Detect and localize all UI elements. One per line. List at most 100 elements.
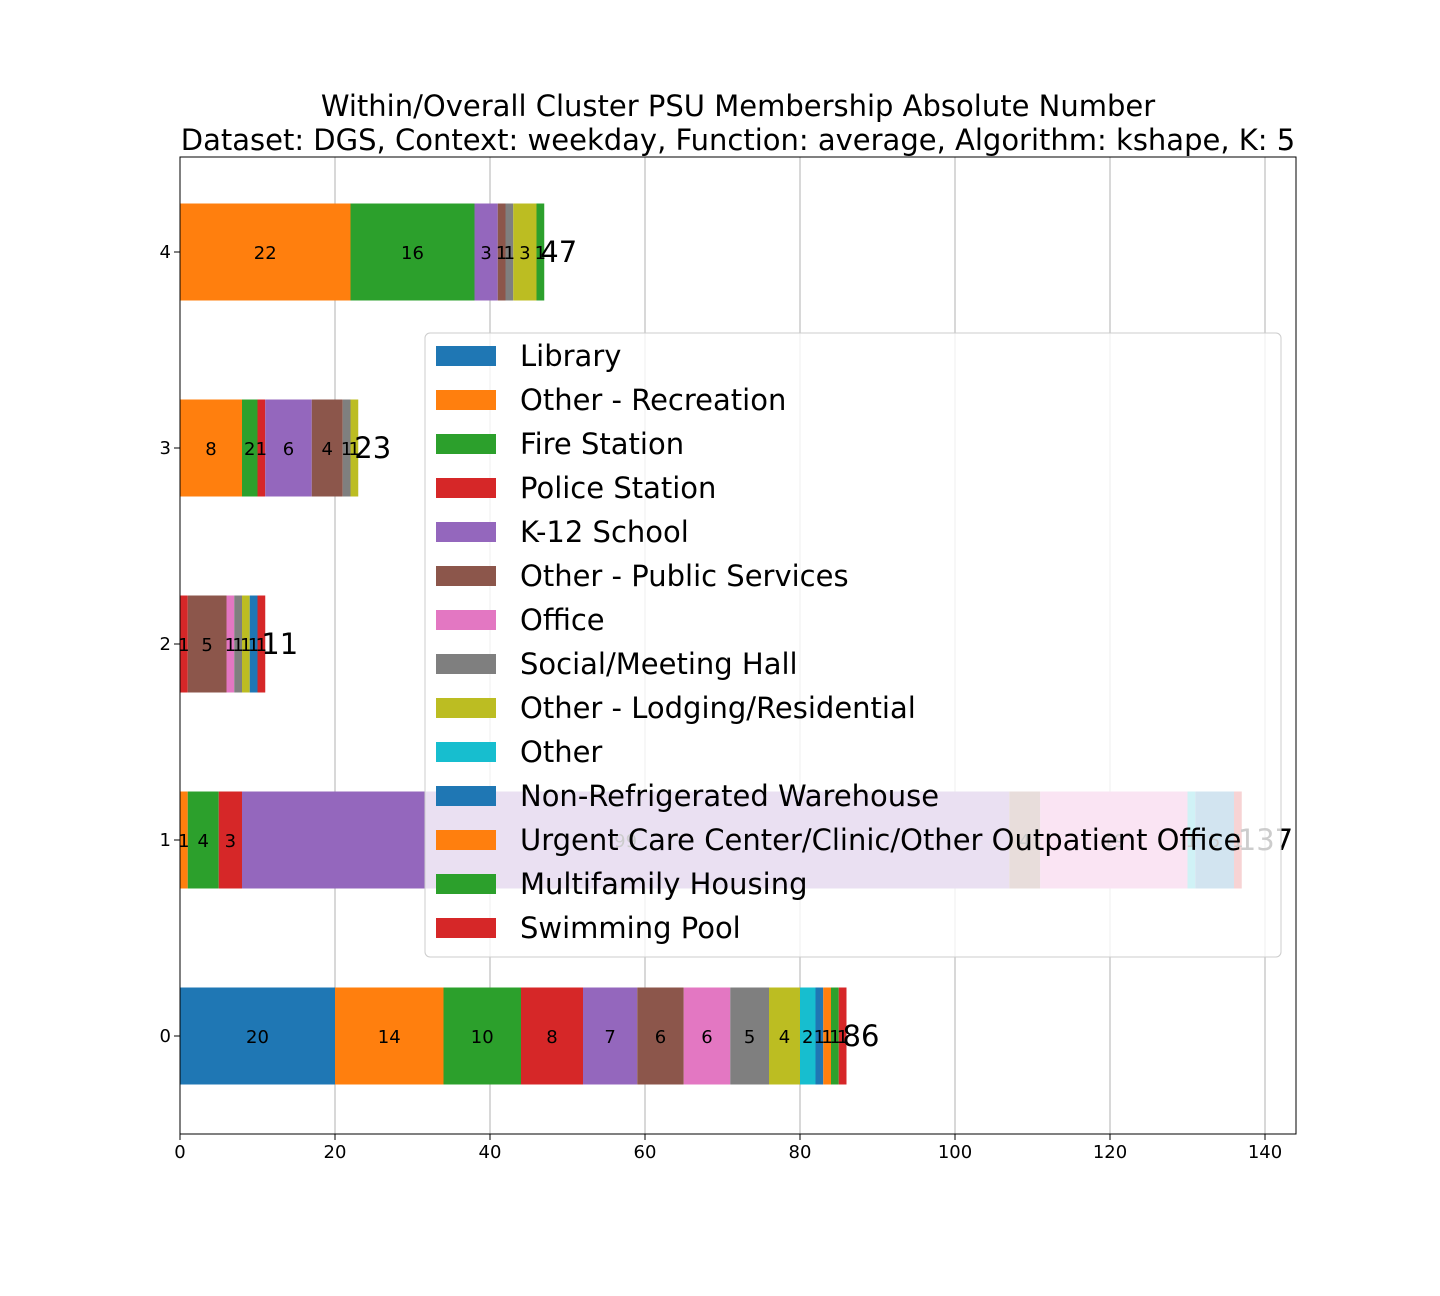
segment-value-label: 1 bbox=[178, 831, 189, 852]
segment-value-label: 6 bbox=[701, 1027, 712, 1048]
bar-segment bbox=[769, 987, 800, 1085]
legend: Library Other - Recreation Fire Station Pol… bbox=[424, 332, 1282, 958]
segment-value-label: 6 bbox=[655, 1027, 666, 1048]
bar-segment bbox=[311, 399, 343, 497]
segment-value-label: 3 bbox=[519, 243, 530, 264]
legend-swatch bbox=[436, 830, 496, 850]
segment-value-label: 1 bbox=[814, 1027, 825, 1048]
segment-value-label: 1 bbox=[256, 635, 267, 656]
legend-swatch bbox=[436, 786, 496, 806]
y-tick-label: 1 bbox=[160, 830, 171, 851]
legend-label: Other bbox=[520, 735, 602, 769]
legend-swatch bbox=[436, 390, 496, 410]
x-tick-label: 120 bbox=[1093, 1142, 1127, 1163]
segment-value-label: 1 bbox=[341, 439, 352, 460]
legend-swatch bbox=[436, 566, 496, 586]
legend-label: Multifamily Housing bbox=[520, 867, 808, 901]
y-tick-label: 2 bbox=[160, 634, 171, 655]
bar-segment bbox=[180, 595, 188, 693]
bar-segment bbox=[497, 203, 506, 301]
x-tick-label: 80 bbox=[789, 1142, 812, 1163]
bar-segment bbox=[234, 595, 242, 693]
bar-segment bbox=[536, 203, 545, 301]
segment-value-label: 8 bbox=[205, 439, 216, 460]
bar-segment bbox=[683, 987, 731, 1085]
legend-label: Library bbox=[520, 339, 621, 373]
bar-segment bbox=[242, 399, 258, 497]
legend-swatch bbox=[436, 654, 496, 674]
legend-swatch bbox=[436, 918, 496, 938]
bar-total-label: 23 bbox=[354, 431, 391, 465]
legend-swatch bbox=[436, 610, 496, 630]
segment-value-label: 10 bbox=[471, 1027, 494, 1048]
legend-label: Non-Refrigerated Warehouse bbox=[520, 779, 939, 813]
segment-value-label: 22 bbox=[254, 243, 277, 264]
y-tick-label: 0 bbox=[160, 1026, 171, 1047]
segment-value-label: 1 bbox=[240, 635, 251, 656]
x-tick-label: 100 bbox=[938, 1142, 972, 1163]
bar-segment bbox=[443, 987, 521, 1085]
bar-segment bbox=[218, 791, 242, 889]
bar-segment bbox=[257, 399, 266, 497]
segment-value-label: 1 bbox=[504, 243, 515, 264]
bar-segment bbox=[474, 203, 498, 301]
bar-segment bbox=[513, 203, 537, 301]
bar-segment bbox=[637, 987, 684, 1085]
bar-segment bbox=[242, 595, 250, 693]
legend-label: Urgent Care Center/Clinic/Other Outpatie… bbox=[520, 823, 1241, 857]
segment-value-label: 1 bbox=[256, 439, 267, 460]
bar-segment bbox=[180, 399, 242, 497]
bar-segment bbox=[583, 987, 638, 1085]
bar-total-label: 11 bbox=[261, 627, 298, 661]
x-tick-label: 140 bbox=[1248, 1142, 1282, 1163]
legend-label: Police Station bbox=[520, 471, 716, 505]
segment-value-label: 4 bbox=[779, 1027, 790, 1048]
segment-value-label: 1 bbox=[535, 243, 546, 264]
bar-segment bbox=[180, 791, 188, 889]
legend-label: K-12 School bbox=[520, 515, 689, 549]
x-tick-label: 20 bbox=[324, 1142, 347, 1163]
segment-value-label: 2 bbox=[802, 1027, 813, 1048]
bar-segment bbox=[838, 987, 847, 1085]
segment-value-label: 7 bbox=[604, 1027, 615, 1048]
segment-value-label: 6 bbox=[283, 439, 294, 460]
bar-segment bbox=[521, 987, 583, 1085]
chart-title: Within/Overall Cluster PSU Membership Ab… bbox=[321, 89, 1155, 123]
legend-swatch bbox=[436, 522, 496, 542]
legend-label: Other - Lodging/Residential bbox=[520, 691, 916, 725]
bar-segment bbox=[335, 987, 444, 1085]
bar-segment bbox=[831, 987, 839, 1085]
bar-segment bbox=[180, 987, 335, 1085]
legend-swatch bbox=[436, 742, 496, 762]
bar-segment bbox=[249, 595, 258, 693]
segment-value-label: 4 bbox=[322, 439, 333, 460]
bar-segment bbox=[187, 595, 227, 693]
segment-value-label: 16 bbox=[401, 243, 424, 264]
segment-value-label: 20 bbox=[246, 1027, 269, 1048]
bar-total-label: 86 bbox=[843, 1019, 880, 1053]
legend-label: Fire Station bbox=[520, 427, 684, 461]
segment-value-label: 5 bbox=[201, 635, 212, 656]
bar-segment bbox=[226, 595, 235, 693]
segment-value-label: 1 bbox=[821, 1027, 832, 1048]
legend-label: Social/Meeting Hall bbox=[520, 647, 798, 681]
legend-swatch bbox=[436, 434, 496, 454]
legend-label: Other - Recreation bbox=[520, 383, 786, 417]
bar-segment bbox=[730, 987, 769, 1085]
x-tick-label: 60 bbox=[634, 1142, 657, 1163]
bar-segment bbox=[257, 595, 266, 693]
y-axis: 0 1 2 3 4 bbox=[160, 242, 180, 1047]
legend-swatch bbox=[436, 698, 496, 718]
legend-swatch bbox=[436, 478, 496, 498]
segment-value-label: 1 bbox=[225, 635, 236, 656]
chart-subtitle: Dataset: DGS, Context: weekday, Function… bbox=[181, 123, 1295, 157]
bar-segment bbox=[180, 203, 351, 301]
bar-segment bbox=[342, 399, 351, 497]
bar-segment bbox=[350, 399, 359, 497]
segment-value-label: 1 bbox=[248, 635, 259, 656]
segment-value-label: 8 bbox=[546, 1027, 557, 1048]
bar-segment bbox=[800, 987, 816, 1085]
segment-value-label: 1 bbox=[349, 439, 360, 460]
bar-segment bbox=[350, 203, 475, 301]
